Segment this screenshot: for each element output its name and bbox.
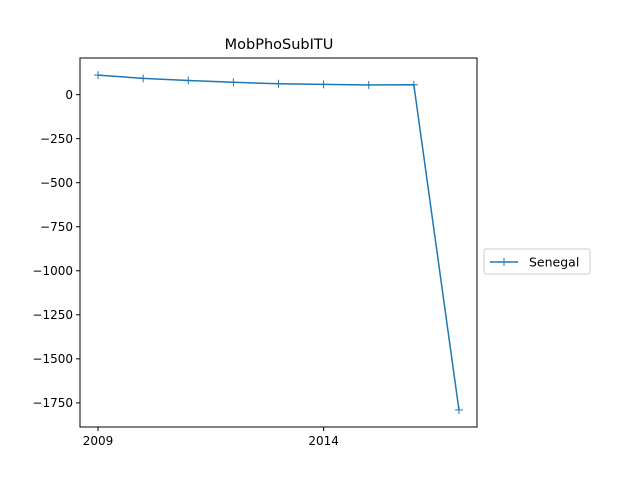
y-tick-label: −1500 xyxy=(32,352,73,366)
plot-area xyxy=(94,71,463,414)
y-tick-label: −1250 xyxy=(32,308,73,322)
data-point xyxy=(139,74,148,83)
y-tick-label: −1000 xyxy=(32,264,73,278)
legend-box xyxy=(483,248,591,275)
data-point xyxy=(454,405,463,414)
y-tick-label: −250 xyxy=(40,132,73,146)
data-point xyxy=(274,79,283,88)
x-tick-label: 2009 xyxy=(83,434,114,448)
series-line-senegal xyxy=(97,74,460,411)
data-point xyxy=(319,80,328,89)
axes-frame xyxy=(79,57,478,428)
legend: Senegal xyxy=(483,248,591,275)
data-point xyxy=(94,71,103,80)
data-point xyxy=(364,80,373,89)
y-tick-label: −750 xyxy=(40,220,73,234)
y-axis: 0 −250 −500 −750 −1000 −1250 −1500 −1750 xyxy=(32,88,80,410)
legend-label-senegal: Senegal xyxy=(529,255,579,270)
data-point xyxy=(409,80,418,89)
x-axis: 2009 2014 xyxy=(83,427,339,448)
chart-title: MobPhoSubITU xyxy=(225,37,334,53)
y-tick-label: −1750 xyxy=(32,396,73,410)
x-tick-label: 2014 xyxy=(308,434,339,448)
data-point xyxy=(229,78,238,87)
y-tick-label: −500 xyxy=(40,176,73,190)
y-tick-label: 0 xyxy=(65,88,73,102)
data-point xyxy=(184,76,193,85)
